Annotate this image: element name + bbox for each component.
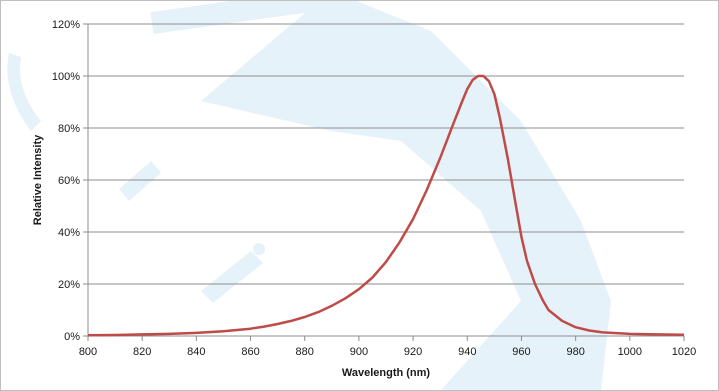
x-tick-label: 820 bbox=[133, 346, 151, 358]
y-tick-labels: 0% 20% 40% 60% 80% 100% 120% bbox=[52, 19, 80, 343]
x-tick-label: 840 bbox=[187, 346, 205, 358]
y-axis-title: Relative Intensity bbox=[32, 134, 44, 225]
watermark-arc-left bbox=[7, 53, 42, 131]
x-tick-label: 1020 bbox=[672, 346, 696, 358]
x-tick-label: 800 bbox=[79, 346, 97, 358]
watermark bbox=[7, 1, 611, 390]
y-tick-label: 40% bbox=[58, 227, 80, 239]
y-tick-label: 120% bbox=[52, 19, 80, 31]
watermark-stroke-large bbox=[201, 1, 611, 390]
x-tick-label: 980 bbox=[566, 346, 584, 358]
x-axis-title: Wavelength (nm) bbox=[342, 367, 431, 379]
y-tick-label: 80% bbox=[58, 123, 80, 135]
x-tick-label: 960 bbox=[512, 346, 530, 358]
watermark-stroke-small bbox=[201, 251, 263, 303]
x-tick-label: 1000 bbox=[618, 346, 642, 358]
y-tick-label: 20% bbox=[58, 279, 80, 291]
watermark-dot bbox=[253, 243, 265, 255]
x-tick-label: 860 bbox=[241, 346, 259, 358]
y-tick-label: 100% bbox=[52, 71, 80, 83]
x-tick-label: 940 bbox=[458, 346, 476, 358]
x-tick-label: 920 bbox=[404, 346, 422, 358]
watermark-stroke-lower bbox=[441, 301, 561, 390]
watermark-stroke-left bbox=[119, 161, 161, 201]
x-tick-label: 880 bbox=[296, 346, 314, 358]
x-tick-label: 900 bbox=[350, 346, 368, 358]
series-layer bbox=[87, 74, 685, 337]
watermark-bar-top bbox=[150, 1, 322, 35]
gridlines bbox=[88, 23, 684, 285]
y-tick-label: 0% bbox=[64, 331, 80, 343]
x-tick-labels: 800 820 840 860 880 900 920 940 960 980 1000 1020 bbox=[79, 346, 696, 358]
y-tick-label: 60% bbox=[58, 175, 80, 187]
series-line bbox=[87, 74, 685, 337]
axes bbox=[83, 23, 685, 341]
